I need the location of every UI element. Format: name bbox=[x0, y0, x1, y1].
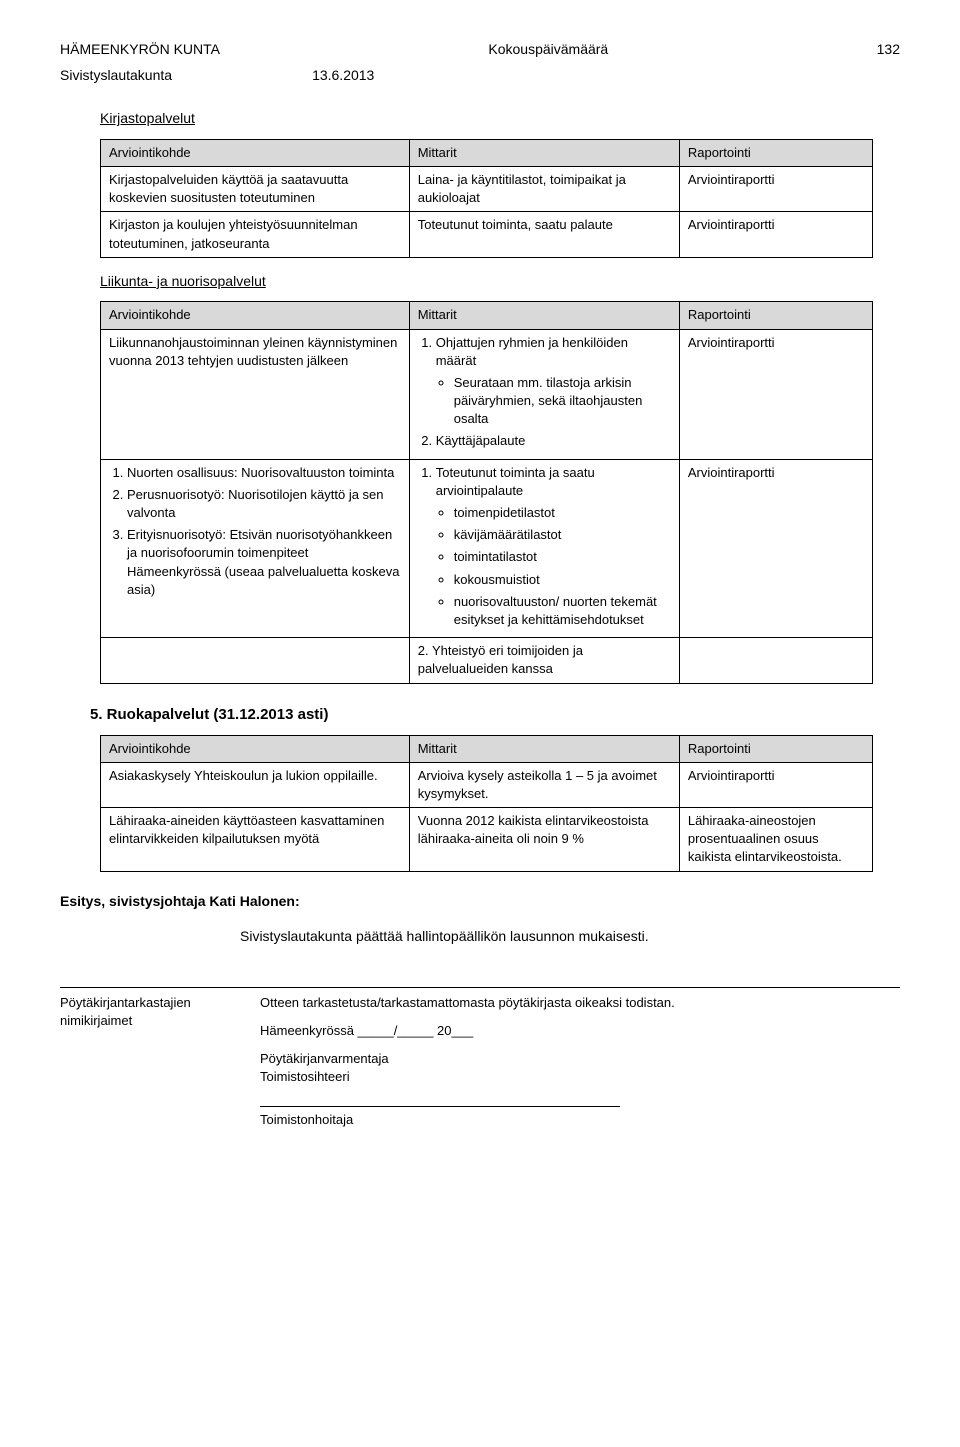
footer-left-line1: Pöytäkirjantarkastajien bbox=[60, 994, 240, 1012]
section1-table: Arviointikohde Mittarit Raportointi Kirj… bbox=[100, 139, 873, 258]
footer-block: Pöytäkirjantarkastajien nimikirjaimet Ot… bbox=[60, 987, 900, 1129]
col-header: Arviointikohde bbox=[101, 139, 410, 166]
list-item: Nuorten osallisuus: Nuorisovaltuuston to… bbox=[127, 464, 401, 482]
list-item: toimenpidetilastot bbox=[454, 504, 671, 522]
cell: Ohjattujen ryhmien ja henkilöiden määrät… bbox=[409, 329, 679, 459]
cell: Arviointiraportti bbox=[679, 459, 872, 638]
col-header: Arviointikohde bbox=[101, 735, 410, 762]
col-header: Mittarit bbox=[409, 735, 679, 762]
table-row: 2. Yhteistyö eri toimijoiden ja palvelua… bbox=[101, 638, 873, 683]
cell: Toteutunut toiminta ja saatu arviointipa… bbox=[409, 459, 679, 638]
cell: Lähiraaka-aineostojen prosentuaalinen os… bbox=[679, 808, 872, 872]
section1-title: Kirjastopalvelut bbox=[100, 109, 900, 129]
col-header: Mittarit bbox=[409, 139, 679, 166]
section2-table: Arviointikohde Mittarit Raportointi Liik… bbox=[100, 301, 873, 683]
footer-place-date: Hämeenkyrössä _____/_____ 20___ bbox=[260, 1022, 900, 1040]
cell: Arviointiraportti bbox=[679, 166, 872, 211]
cell: Laina- ja käyntitilastot, toimipaikat ja… bbox=[409, 166, 679, 211]
proposal-label: Esitys, sivistysjohtaja Kati Halonen: bbox=[60, 892, 900, 912]
proposal-text: Sivistyslautakunta päättää hallintopääll… bbox=[240, 927, 900, 947]
table-row: Nuorten osallisuus: Nuorisovaltuuston to… bbox=[101, 459, 873, 638]
cell bbox=[101, 638, 410, 683]
meeting-date: 13.6.2013 bbox=[312, 66, 374, 86]
cell: Arviointiraportti bbox=[679, 329, 872, 459]
table-row: Kirjaston ja koulujen yhteistyösuunnitel… bbox=[101, 212, 873, 257]
org-name: HÄMEENKYRÖN KUNTA bbox=[60, 40, 220, 60]
cell: Asiakaskysely Yhteiskoulun ja lukion opp… bbox=[101, 762, 410, 807]
cell: Kirjaston ja koulujen yhteistyösuunnitel… bbox=[101, 212, 410, 257]
list-item: Toteutunut toiminta ja saatu arviointipa… bbox=[436, 464, 671, 630]
cell: Liikunnanohjaustoiminnan yleinen käynnis… bbox=[101, 329, 410, 459]
list-item: kokousmuistiot bbox=[454, 571, 671, 589]
col-header: Arviointikohde bbox=[101, 302, 410, 329]
page-number: 132 bbox=[877, 40, 900, 60]
cell: Arviointiraportti bbox=[679, 762, 872, 807]
section2-title: Liikunta- ja nuorisopalvelut bbox=[100, 272, 900, 292]
cell bbox=[679, 638, 872, 683]
section3-title: 5. Ruokapalvelut (31.12.2013 asti) bbox=[90, 704, 900, 725]
col-header: Mittarit bbox=[409, 302, 679, 329]
col-header: Raportointi bbox=[679, 139, 872, 166]
list-item: Ohjattujen ryhmien ja henkilöiden määrät… bbox=[436, 334, 671, 429]
table-row: Asiakaskysely Yhteiskoulun ja lukion opp… bbox=[101, 762, 873, 807]
cell: Toteutunut toiminta, saatu palaute bbox=[409, 212, 679, 257]
doc-title: Kokouspäivämäärä bbox=[488, 40, 608, 60]
col-header: Raportointi bbox=[679, 302, 872, 329]
table-row: Lähiraaka-aineiden käyttöasteen kasvatta… bbox=[101, 808, 873, 872]
list-item: toimintatilastot bbox=[454, 548, 671, 566]
cell: 2. Yhteistyö eri toimijoiden ja palvelua… bbox=[409, 638, 679, 683]
footer-role-1: Pöytäkirjanvarmentaja bbox=[260, 1050, 900, 1068]
cell: Vuonna 2012 kaikista elintarvikeostoista… bbox=[409, 808, 679, 872]
cell: Arvioiva kysely asteikolla 1 – 5 ja avoi… bbox=[409, 762, 679, 807]
cell: Arviointiraportti bbox=[679, 212, 872, 257]
list-item: Perusnuorisotyö: Nuorisotilojen käyttö j… bbox=[127, 486, 401, 522]
table-row: Liikunnanohjaustoiminnan yleinen käynnis… bbox=[101, 329, 873, 459]
list-text: Toteutunut toiminta ja saatu arviointipa… bbox=[436, 465, 595, 498]
list-text: Ohjattujen ryhmien ja henkilöiden määrät bbox=[436, 335, 628, 368]
footer-role-3: Toimistonhoitaja bbox=[260, 1111, 900, 1129]
cell: Nuorten osallisuus: Nuorisovaltuuston to… bbox=[101, 459, 410, 638]
list-item: nuorisovaltuuston/ nuorten tekemät esity… bbox=[454, 593, 671, 629]
cell: Kirjastopalveluiden käyttöä ja saatavuut… bbox=[101, 166, 410, 211]
footer-certify-text: Otteen tarkastetusta/tarkastamattomasta … bbox=[260, 994, 900, 1012]
table-row: Kirjastopalveluiden käyttöä ja saatavuut… bbox=[101, 166, 873, 211]
footer-role-2: Toimistosihteeri bbox=[260, 1068, 900, 1086]
section3-table: Arviointikohde Mittarit Raportointi Asia… bbox=[100, 735, 873, 872]
cell: Lähiraaka-aineiden käyttöasteen kasvatta… bbox=[101, 808, 410, 872]
list-item: Erityisnuorisotyö: Etsivän nuorisotyöhan… bbox=[127, 526, 401, 599]
committee-name: Sivistyslautakunta bbox=[60, 66, 172, 86]
signature-line bbox=[260, 1091, 620, 1107]
col-header: Raportointi bbox=[679, 735, 872, 762]
footer-left-line2: nimikirjaimet bbox=[60, 1012, 240, 1030]
list-item: kävijämäärätilastot bbox=[454, 526, 671, 544]
list-item: Käyttäjäpalaute bbox=[436, 432, 671, 450]
list-item: Seurataan mm. tilastoja arkisin päiväryh… bbox=[454, 374, 671, 429]
